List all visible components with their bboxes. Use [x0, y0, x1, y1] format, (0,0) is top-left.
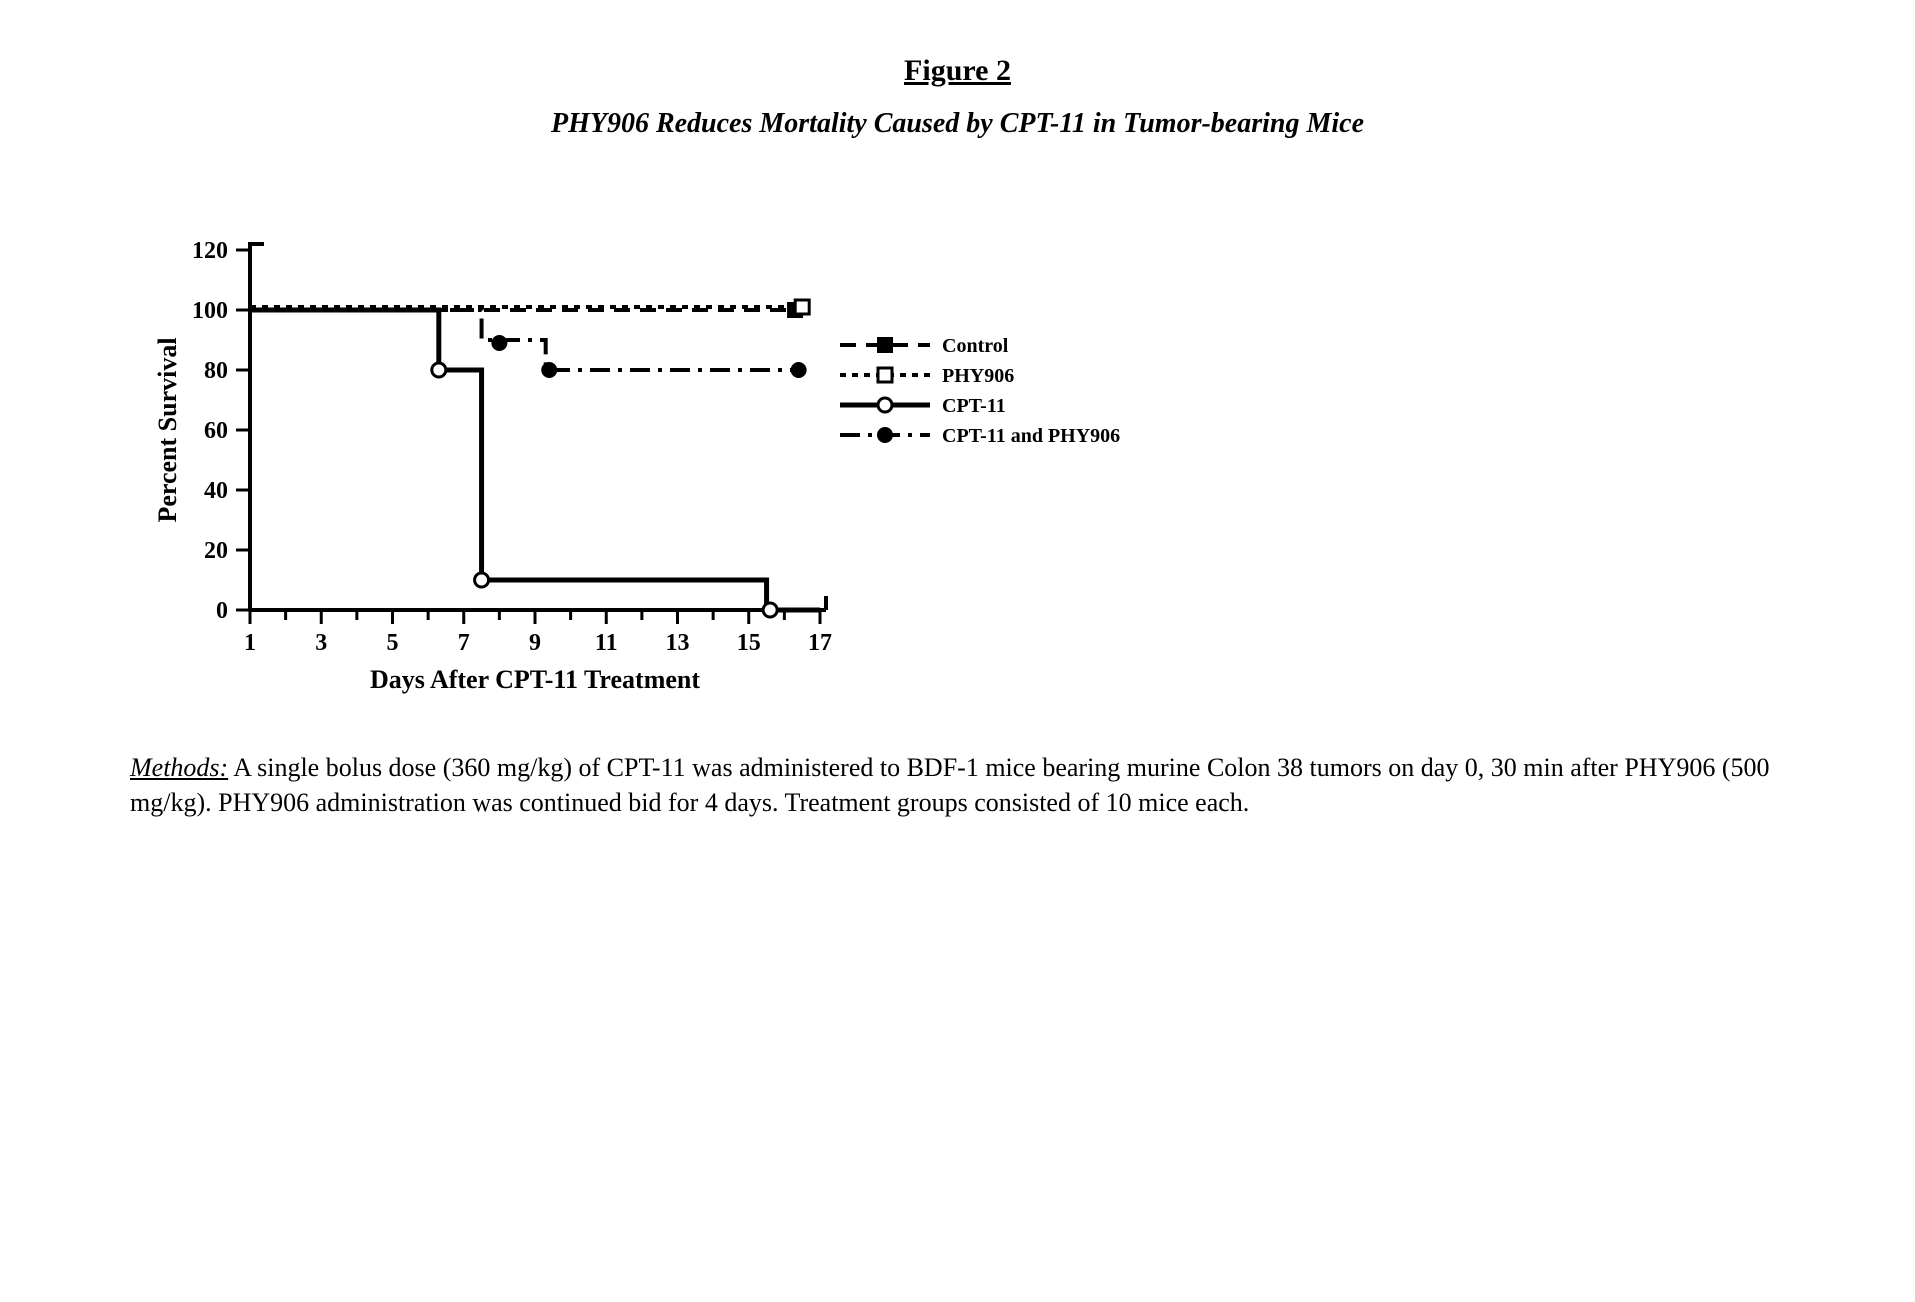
svg-text:3: 3 — [315, 630, 327, 656]
methods-label: Methods: — [130, 753, 228, 782]
svg-text:CPT-11: CPT-11 — [942, 395, 1006, 417]
figure-subtitle: PHY906 Reduces Mortality Caused by CPT-1… — [0, 108, 1915, 140]
figure-title: Figure 2 — [0, 54, 1915, 88]
svg-text:80: 80 — [204, 358, 228, 384]
svg-text:Percent Survival: Percent Survival — [153, 337, 182, 522]
svg-text:0: 0 — [216, 598, 228, 624]
svg-text:Days After CPT-11 Treatment: Days After CPT-11 Treatment — [370, 665, 700, 694]
survival-chart: 020406080100120Percent Survival135791113… — [140, 210, 1240, 725]
svg-text:9: 9 — [529, 630, 541, 656]
svg-text:11: 11 — [595, 630, 618, 656]
svg-text:5: 5 — [387, 630, 399, 656]
svg-text:20: 20 — [204, 538, 228, 564]
svg-text:40: 40 — [204, 478, 228, 504]
svg-text:Control: Control — [942, 335, 1009, 357]
svg-text:17: 17 — [808, 630, 832, 656]
svg-text:1: 1 — [244, 630, 256, 656]
methods-block: Methods: A single bolus dose (360 mg/kg)… — [130, 750, 1790, 820]
svg-text:PHY906: PHY906 — [942, 365, 1014, 387]
svg-text:7: 7 — [458, 630, 470, 656]
survival-chart-svg: 020406080100120Percent Survival135791113… — [140, 210, 1240, 720]
svg-text:120: 120 — [192, 238, 228, 264]
svg-text:100: 100 — [192, 298, 228, 324]
svg-text:60: 60 — [204, 418, 228, 444]
svg-text:15: 15 — [737, 630, 761, 656]
methods-text: A single bolus dose (360 mg/kg) of CPT-1… — [130, 753, 1770, 817]
svg-text:CPT-11 and PHY906: CPT-11 and PHY906 — [942, 425, 1120, 447]
svg-text:13: 13 — [666, 630, 690, 656]
